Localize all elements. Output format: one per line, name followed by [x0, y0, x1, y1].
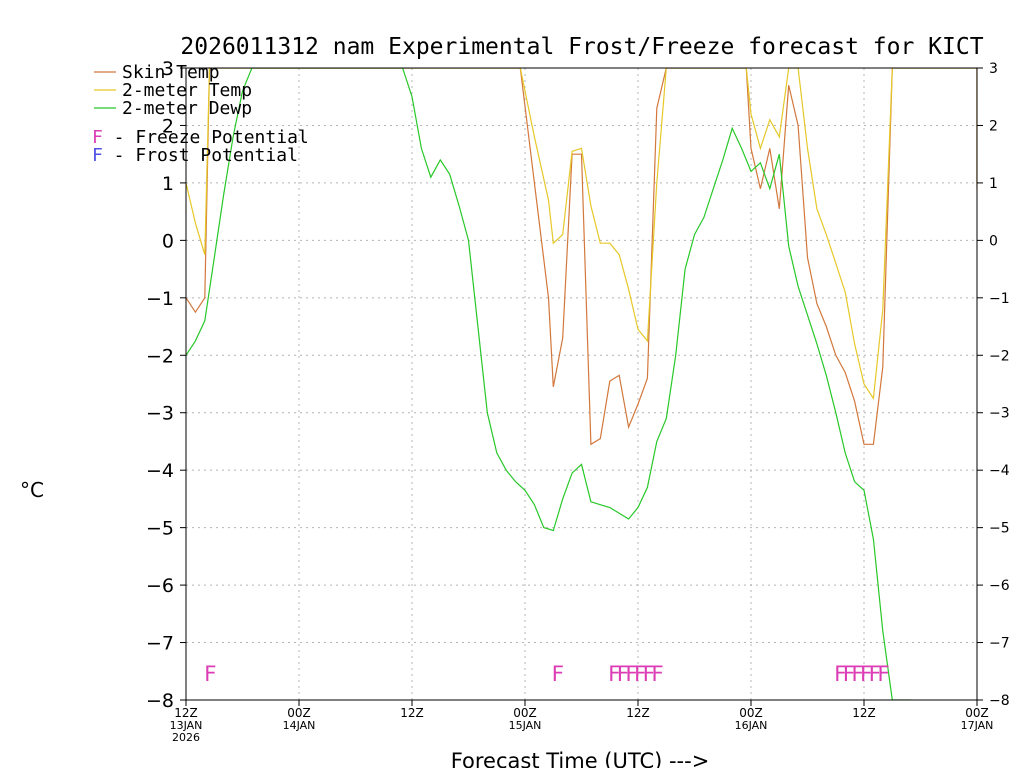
- y-tick-label: −5: [146, 518, 174, 540]
- potential-legend-item: F - Freeze Potential: [92, 127, 309, 148]
- y-tick-label-right: −2: [989, 348, 1010, 364]
- y-tick-label: −7: [146, 633, 174, 655]
- x-tick-label: 17JAN: [961, 719, 994, 732]
- y-tick-label-right: −3: [989, 406, 1010, 422]
- x-tick-label: 14JAN: [283, 719, 316, 732]
- x-tick-label: 00Z: [965, 706, 989, 720]
- y-tick-label-right: −7: [989, 636, 1010, 652]
- y-tick-label-right: −6: [989, 578, 1010, 594]
- y-tick-label: −4: [146, 460, 174, 482]
- chart-title: 2026011312 nam Experimental Frost/Freeze…: [180, 34, 983, 60]
- y-tick-label-right: −1: [989, 291, 1010, 307]
- y-axis-label: °C: [20, 478, 44, 502]
- y-tick-label-right: −4: [989, 463, 1010, 479]
- y-tick-label: −2: [146, 345, 174, 367]
- x-tick-label: 00Z: [513, 706, 537, 720]
- x-tick-label: 12Z: [400, 706, 424, 720]
- x-tick-label: 13JAN: [170, 719, 203, 732]
- y-tick-label: −6: [146, 575, 174, 597]
- legend-label: Skin Temp: [122, 62, 220, 83]
- y-tick-label: 0: [162, 230, 174, 252]
- y-tick-label: −3: [146, 403, 174, 425]
- x-tick-label: 16JAN: [735, 719, 768, 732]
- y-tick-label: −8: [146, 690, 174, 712]
- y-tick-label: −1: [146, 288, 174, 310]
- series-line-2-meter-temp: [186, 68, 977, 401]
- freeze-marker: F: [204, 662, 216, 686]
- x-tick-label: 12Z: [852, 706, 876, 720]
- freeze-marker: FFFFFF: [608, 662, 663, 686]
- x-tick-label: 15JAN: [509, 719, 542, 732]
- y-tick-label: 1: [162, 173, 174, 195]
- y-tick-label-right: −8: [989, 693, 1010, 709]
- x-tick-label: 2026: [172, 731, 200, 744]
- series-line-2-meter-dewp: [186, 68, 912, 700]
- x-tick-label: 00Z: [739, 706, 763, 720]
- y-tick-label-right: 0: [989, 233, 998, 249]
- series-line-skin-temp: [186, 68, 977, 446]
- legend-label: 2-meter Temp: [122, 80, 252, 101]
- series-lines: [186, 68, 977, 700]
- y-tick-label-right: 3: [989, 61, 998, 77]
- freeze-marker: FFFFFF: [834, 662, 889, 686]
- y-tick-label: 3: [162, 58, 174, 80]
- y-axis: −8 −8 −7 −7 −6 −6 −5 −5 −4 −4 −3 −3 −2 −2 −1 −1 0 0 1 1 2 2 3 3: [146, 58, 1010, 712]
- freeze-marker: F: [551, 662, 563, 686]
- x-axis-label: Forecast Time (UTC) --->: [451, 749, 710, 768]
- freeze-markers: F F FFFFFF FFFFFF: [204, 662, 893, 686]
- x-tick-label: 00Z: [287, 706, 311, 720]
- potential-legend-item: F - Frost Potential: [92, 145, 298, 166]
- legend-label: 2-meter Dewp: [122, 98, 252, 119]
- y-tick-label: 2: [162, 115, 174, 137]
- y-tick-label-right: 2: [989, 118, 998, 134]
- x-tick-label: 12Z: [626, 706, 650, 720]
- y-tick-label-right: 1: [989, 176, 998, 192]
- y-tick-label-right: −5: [989, 521, 1010, 537]
- plot-frame: [185, 67, 978, 701]
- x-tick-label: 12Z: [174, 706, 198, 720]
